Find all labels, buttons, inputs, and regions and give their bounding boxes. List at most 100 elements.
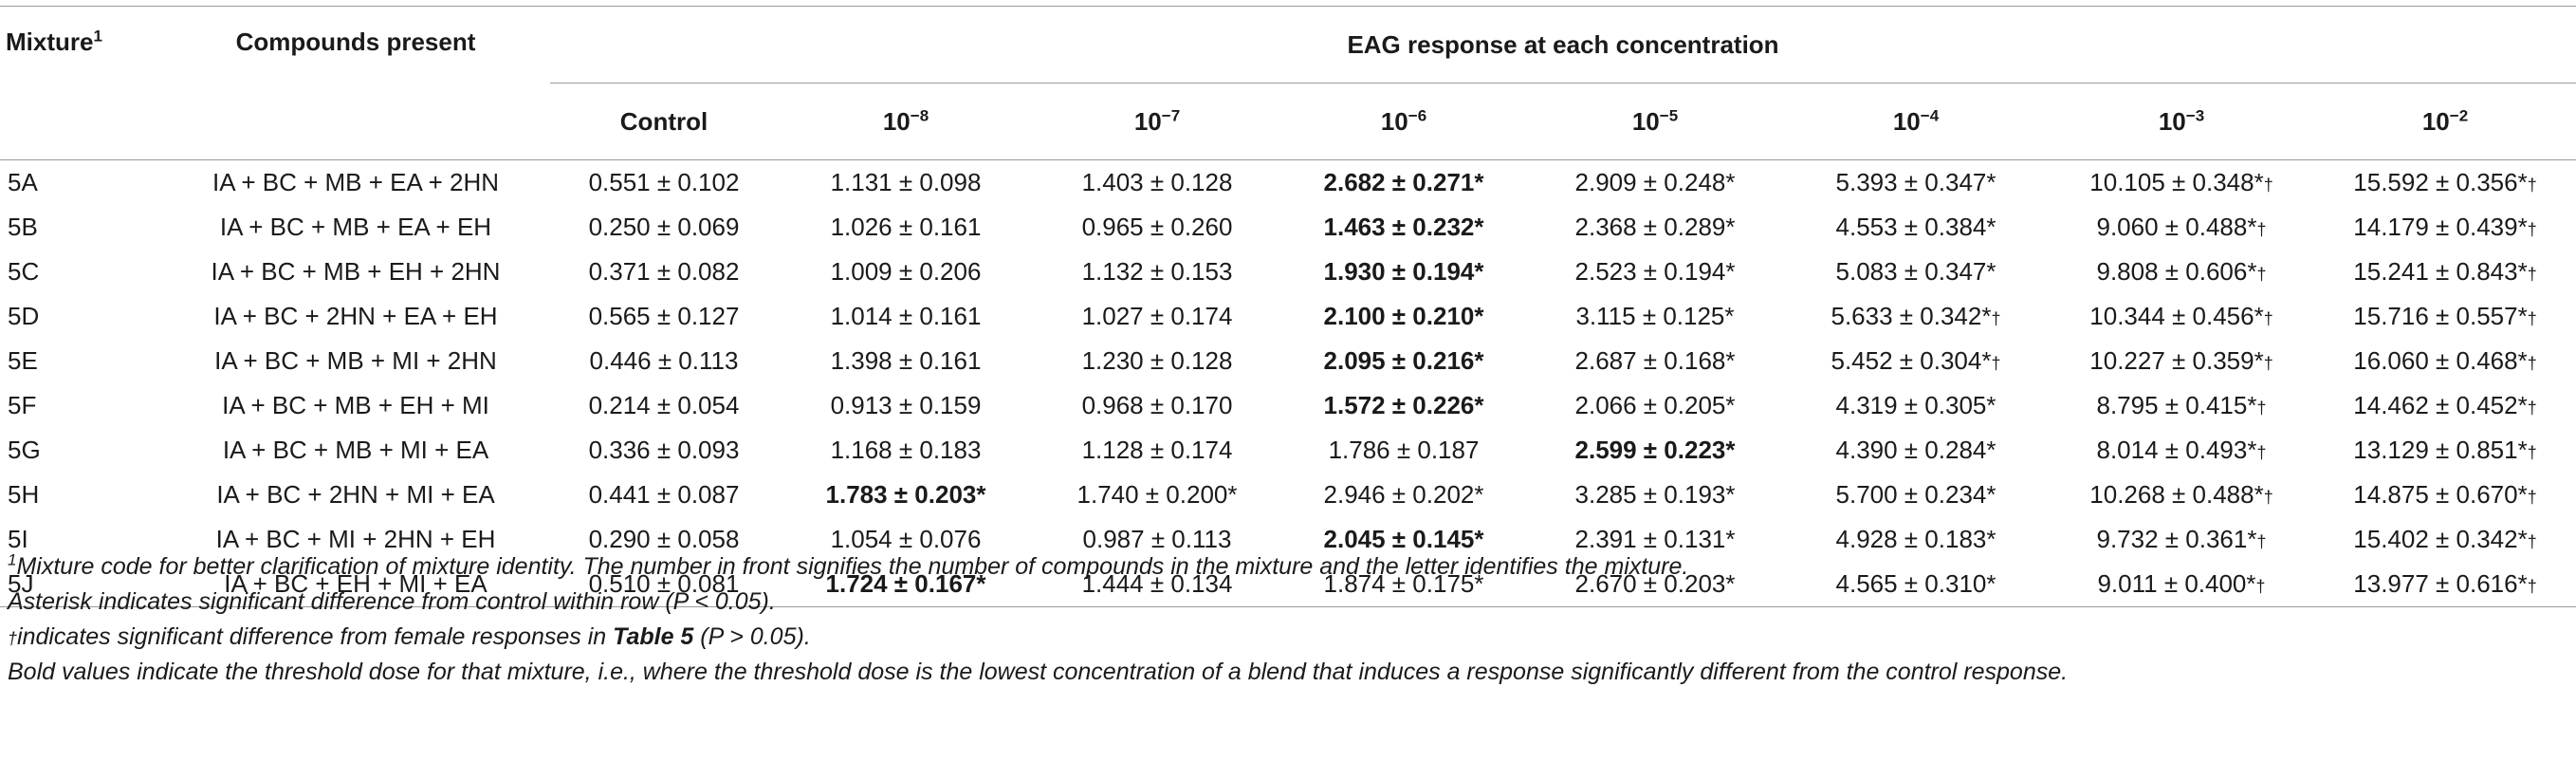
response-value-cell: 1.572 ± 0.226* — [1323, 391, 1484, 419]
concentration-header: 10−7 — [1034, 83, 1280, 160]
concentration-header: 10−6 — [1280, 83, 1527, 160]
response-value-cell: 1.398 ± 0.161 — [830, 346, 982, 375]
response-value-cell: 8.014 ± 0.493*† — [2096, 436, 2267, 464]
response-value-cell: 1.168 ± 0.183 — [830, 436, 982, 464]
response-value-cell: 3.285 ± 0.193* — [1574, 480, 1736, 509]
mixture-code-cell: 5G — [8, 436, 41, 464]
control-value-cell: 0.371 ± 0.082 — [588, 257, 740, 286]
mixture-code-cell: 5I — [8, 525, 28, 553]
compounds-cell: IA + BC + MB + MI + 2HN — [214, 346, 497, 375]
compounds-cell: IA + BC + MB + EA + 2HN — [212, 168, 500, 196]
eag-group-header: EAG response at each concentration — [550, 6, 2576, 84]
response-value-cell: 2.599 ± 0.223* — [1574, 436, 1736, 464]
response-value-cell: 1.444 ± 0.134 — [1034, 562, 1280, 607]
table-row: 5B IA + BC + MB + EA + EH 0.250 ± 0.069 1.0… — [0, 205, 2576, 250]
response-value-cell: 2.909 ± 0.248* — [1574, 168, 1736, 196]
response-value-cell: 9.011 ± 0.400*† — [2049, 562, 2314, 607]
compounds-cell: IA + BC + MB + MI + EA — [222, 436, 489, 464]
response-value-cell: 14.875 ± 0.670*† — [2353, 480, 2537, 509]
response-value-cell: 1.463 ± 0.232* — [1323, 213, 1484, 241]
eag-response-table: Mixture1 Compounds present EAG response … — [0, 6, 2576, 607]
response-value-cell: 4.319 ± 0.305* — [1835, 391, 1996, 419]
response-value-cell: 1.874 ± 0.175* — [1280, 562, 1527, 607]
control-header: Control — [550, 83, 778, 160]
mixture-code-cell: 5D — [8, 302, 40, 330]
control-value-cell: 0.446 ± 0.113 — [589, 346, 739, 375]
footnote-bold-values: Bold values indicate the threshold dose … — [8, 659, 2069, 685]
response-value-cell: 8.795 ± 0.415*† — [2096, 391, 2267, 419]
control-value-cell: 0.510 ± 0.081 — [550, 562, 778, 607]
response-value-cell: 9.060 ± 0.488*† — [2096, 213, 2267, 241]
response-value-cell: 9.732 ± 0.361*† — [2096, 525, 2267, 553]
compounds-cell: IA + BC + EH + MI + EA — [161, 562, 550, 607]
header-row-top: Mixture1 Compounds present EAG response … — [0, 6, 2576, 160]
response-value-cell: 2.391 ± 0.131* — [1574, 525, 1736, 553]
control-value-cell: 0.565 ± 0.127 — [588, 302, 740, 330]
response-value-cell: 10.227 ± 0.359*† — [2089, 346, 2273, 375]
response-value-cell: 2.095 ± 0.216* — [1323, 346, 1484, 375]
response-value-cell: 2.045 ± 0.145* — [1323, 525, 1484, 553]
response-value-cell: 9.808 ± 0.606*† — [2096, 257, 2267, 286]
response-value-cell: 4.565 ± 0.310* — [1783, 562, 2049, 607]
response-value-cell: 4.553 ± 0.384* — [1835, 213, 1996, 241]
table-row: 5D IA + BC + 2HN + EA + EH 0.565 ± 0.127 1.… — [0, 294, 2576, 339]
response-value-cell: 1.027 ± 0.174 — [1081, 302, 1233, 330]
compounds-cell: IA + BC + MB + EA + EH — [219, 213, 492, 241]
response-value-cell: 0.965 ± 0.260 — [1081, 213, 1233, 241]
response-value-cell: 0.987 ± 0.113 — [1082, 525, 1232, 553]
response-value-cell: 1.786 ± 0.187 — [1328, 436, 1480, 464]
mixture-code-cell: 5F — [8, 391, 37, 419]
mixture-code-cell: 5H — [8, 480, 40, 509]
control-value-cell: 0.551 ± 0.102 — [588, 168, 740, 196]
footnote-dagger: †indicates significant difference from f… — [8, 623, 811, 650]
response-value-cell: 2.670 ± 0.203* — [1527, 562, 1783, 607]
response-value-cell: 1.014 ± 0.161 — [830, 302, 982, 330]
footnote-mixture-code: 1Mixture code for better clarification o… — [8, 550, 1689, 580]
concentration-header: 10−5 — [1527, 83, 1783, 160]
response-value-cell: 1.128 ± 0.174 — [1081, 436, 1233, 464]
response-value-cell: 15.241 ± 0.843*† — [2353, 257, 2537, 286]
mixture-code-cell: 5J — [0, 562, 161, 607]
table-row: 5I IA + BC + MI + 2HN + EH 0.290 ± 0.058 1.… — [0, 517, 2576, 562]
response-value-cell: 1.009 ± 0.206 — [830, 257, 982, 286]
response-value-cell: 10.105 ± 0.348*† — [2089, 168, 2273, 196]
response-value-cell: 5.083 ± 0.347* — [1835, 257, 1996, 286]
response-value-cell: 4.928 ± 0.183* — [1835, 525, 1996, 553]
concentration-header: 10−4 — [1783, 83, 2049, 160]
table-row: 5C IA + BC + MB + EH + 2HN 0.371 ± 0.082 1.… — [0, 250, 2576, 294]
control-value-cell: 0.250 ± 0.069 — [588, 213, 740, 241]
response-value-cell: 5.633 ± 0.342*† — [1831, 302, 2001, 330]
response-value-cell: 5.452 ± 0.304*† — [1831, 346, 2001, 375]
response-value-cell: 1.131 ± 0.098 — [830, 168, 982, 196]
response-value-cell: 0.913 ± 0.159 — [830, 391, 982, 419]
response-value-cell: 5.700 ± 0.234* — [1835, 480, 1996, 509]
response-value-cell: 1.930 ± 0.194* — [1323, 257, 1484, 286]
table-row: 5E IA + BC + MB + MI + 2HN 0.446 ± 0.113 1.… — [0, 339, 2576, 383]
control-value-cell: 0.214 ± 0.054 — [588, 391, 740, 419]
response-value-cell: 10.344 ± 0.456*† — [2089, 302, 2273, 330]
response-value-cell: 0.968 ± 0.170 — [1081, 391, 1233, 419]
mixture-code-cell: 5E — [8, 346, 38, 375]
response-value-cell: 1.403 ± 0.128 — [1081, 168, 1233, 196]
response-value-cell: 4.390 ± 0.284* — [1835, 436, 1996, 464]
response-value-cell: 5.393 ± 0.347* — [1835, 168, 1996, 196]
table-row: 5A IA + BC + MB + EA + 2HN 0.551 ± 0.102 1.… — [0, 160, 2576, 206]
response-value-cell: 16.060 ± 0.468*† — [2353, 346, 2537, 375]
response-value-cell: 2.066 ± 0.205* — [1574, 391, 1736, 419]
compounds-cell: IA + BC + MI + 2HN + EH — [215, 525, 496, 553]
control-value-cell: 0.441 ± 0.087 — [588, 480, 740, 509]
compounds-cell: IA + BC + 2HN + MI + EA — [216, 480, 495, 509]
response-value-cell: 14.179 ± 0.439*† — [2353, 213, 2537, 241]
response-value-cell: 2.687 ± 0.168* — [1574, 346, 1736, 375]
response-value-cell: 10.268 ± 0.488*† — [2089, 480, 2273, 509]
response-value-cell: 15.402 ± 0.342*† — [2353, 525, 2537, 553]
table-row: 5F IA + BC + MB + EH + MI 0.214 ± 0.054 0.9… — [0, 383, 2576, 428]
response-value-cell: 13.129 ± 0.851*† — [2353, 436, 2537, 464]
response-value-cell: 14.462 ± 0.452*† — [2353, 391, 2537, 419]
concentration-header: 10−3 — [2049, 83, 2314, 160]
response-value-cell: 2.682 ± 0.271* — [1323, 168, 1484, 196]
mixture-code-cell: 5A — [8, 168, 38, 196]
response-value-cell: 15.592 ± 0.356*† — [2353, 168, 2537, 196]
response-value-cell: 1.026 ± 0.161 — [830, 213, 982, 241]
